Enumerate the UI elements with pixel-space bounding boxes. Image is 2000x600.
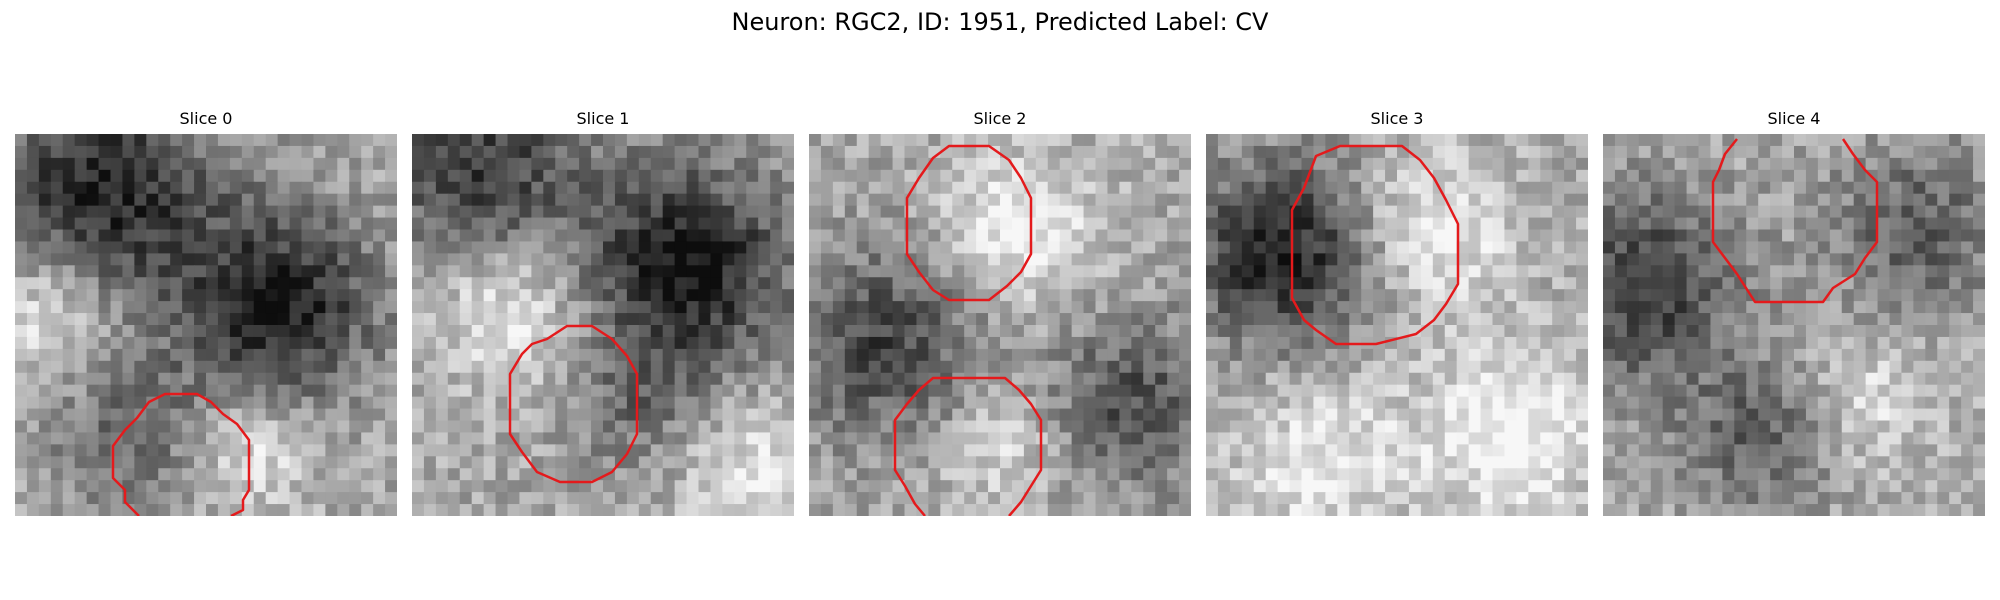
roi-contour (1290, 144, 1460, 346)
slice-title-2: Slice 2 (973, 109, 1027, 128)
slice-title-1: Slice 1 (576, 109, 630, 128)
slice-panel-2: Slice 2 (809, 108, 1191, 518)
slice-panel-1: Slice 1 (412, 108, 794, 518)
roi-contour-lower (893, 376, 1043, 516)
slice-title-3: Slice 3 (1370, 109, 1424, 128)
slice-panel-0: Slice 0 (15, 108, 397, 518)
slice-image-0 (15, 134, 397, 516)
roi-contour (111, 392, 251, 516)
roi-contour (508, 324, 639, 484)
slice-image-4 (1603, 134, 1985, 516)
roi-contour-upper (905, 144, 1033, 302)
slice-image-2 (809, 134, 1191, 516)
slice-title-4: Slice 4 (1767, 109, 1821, 128)
roi-contour (1711, 138, 1879, 304)
slice-panel-3: Slice 3 (1206, 108, 1588, 518)
slice-title-0: Slice 0 (179, 109, 233, 128)
slice-panel-4: Slice 4 (1603, 108, 1985, 518)
figure-title: Neuron: RGC2, ID: 1951, Predicted Label:… (731, 8, 1269, 36)
slice-image-3 (1206, 134, 1588, 516)
slice-image-1 (412, 134, 794, 516)
